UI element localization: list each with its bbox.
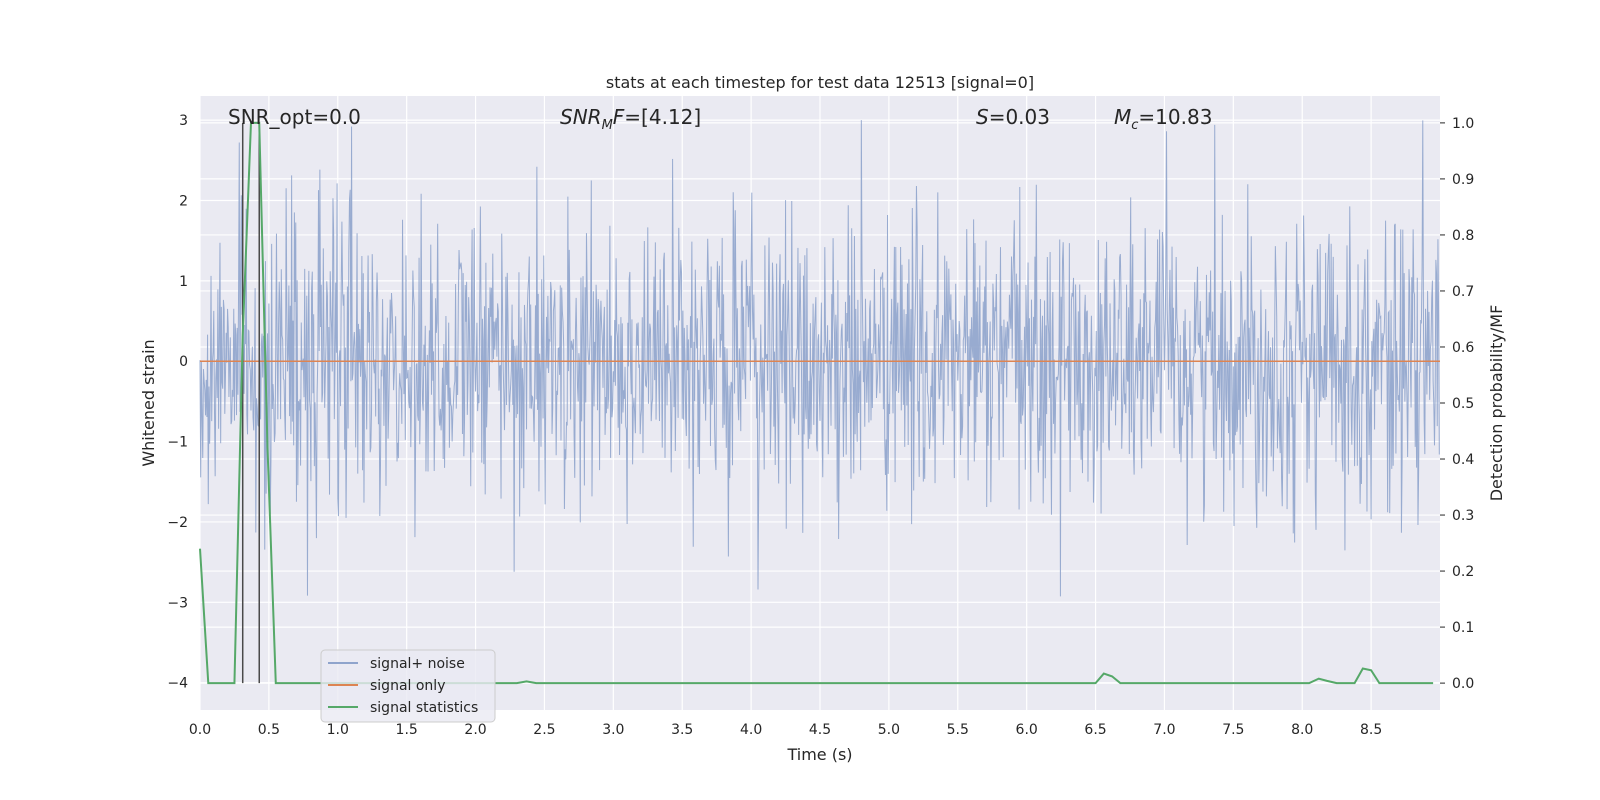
x-axis-ticks: 0.0 0.5 1.0 1.5 2.0 2.5 3.0 3.5 4.0 4.5 5.0 5.5 6.0 6… [189, 722, 1382, 738]
x-tick-label: 5.5 [947, 722, 969, 738]
signal-statistics-line [199, 121, 1434, 685]
legend: signal+ noise signal only signal statist… [320, 649, 496, 723]
signal-plus-noise-series [199, 120, 1440, 597]
left-y-tick-label: −4 [167, 676, 188, 692]
x-tick-label: 7.5 [1222, 722, 1244, 738]
x-tick-label: 5.0 [878, 722, 900, 738]
signal-plus-noise-line [199, 120, 1440, 597]
legend-label-noise: signal+ noise [370, 656, 465, 672]
x-tick-label: 7.0 [1153, 722, 1175, 738]
x-tick-label: 2.5 [533, 722, 555, 738]
x-tick-label: 1.0 [327, 722, 349, 738]
x-tick-label: 0.5 [258, 722, 280, 738]
signal-statistics-series [199, 121, 1434, 685]
right-y-tick-label: 0.7 [1452, 284, 1474, 300]
x-tick-label: 4.5 [809, 722, 831, 738]
chart-title: stats at each timestep for test data 125… [606, 73, 1034, 92]
right-y-axis-label: Detection probability/MF [1487, 305, 1506, 502]
right-y-tick-label: 0.9 [1452, 172, 1474, 188]
right-y-tick-label: 0.0 [1452, 676, 1474, 692]
legend-box [320, 649, 496, 723]
left-y-tick-label: 0 [179, 354, 188, 370]
annotation-snr-mf: SNRMF=[4.12] [560, 105, 701, 133]
right-y-tick-label: 0.8 [1452, 228, 1474, 244]
left-y-tick-label: 1 [179, 274, 188, 290]
left-y-tick-label: 3 [179, 113, 188, 129]
right-y-tick-label: 0.3 [1452, 508, 1474, 524]
x-tick-label: 1.5 [396, 722, 418, 738]
right-y-axis-ticks: 1.0 0.9 0.8 0.7 0.6 0.5 0.4 0.3 0.2 0.1 0.0 [1440, 116, 1474, 692]
annotation-s: S=0.03 [976, 105, 1050, 129]
left-y-tick-label: −2 [167, 515, 188, 531]
vertical-markers [241, 122, 260, 684]
x-tick-label: 2.0 [464, 722, 486, 738]
x-tick-label: 8.0 [1291, 722, 1313, 738]
legend-label-signal: signal only [370, 678, 445, 694]
annotation-mc: Mc=10.83 [1114, 105, 1212, 133]
left-y-tick-label: −3 [167, 595, 188, 611]
x-tick-label: 6.5 [1084, 722, 1106, 738]
x-tick-label: 0.0 [189, 722, 211, 738]
left-y-axis-label: Whitened strain [139, 339, 158, 466]
right-y-tick-label: 1.0 [1452, 116, 1474, 132]
left-y-axis-ticks: 3 2 1 0 −1 −2 −3 −4 [167, 113, 188, 692]
x-axis-label: Time (s) [786, 745, 852, 764]
right-y-tick-label: 0.6 [1452, 340, 1474, 356]
x-tick-label: 4.0 [740, 722, 762, 738]
annotation-snr-mf-value: =[4.12] [624, 105, 701, 129]
annotation-snr-opt: SNR_opt=0.0 [228, 105, 361, 129]
right-y-tick-label: 0.4 [1452, 452, 1474, 468]
left-y-tick-label: −1 [167, 435, 188, 451]
right-y-tick-label: 0.5 [1452, 396, 1474, 412]
x-tick-label: 8.5 [1360, 722, 1382, 738]
left-y-tick-label: 2 [179, 193, 188, 209]
annotation-s-value: =0.03 [989, 105, 1050, 129]
annotation-mc-value: =10.83 [1138, 105, 1212, 129]
x-tick-label: 6.0 [1016, 722, 1038, 738]
x-tick-label: 3.0 [602, 722, 624, 738]
legend-label-stats: signal statistics [370, 700, 478, 716]
x-tick-label: 3.5 [671, 722, 693, 738]
right-y-tick-label: 0.1 [1452, 620, 1474, 636]
right-y-tick-label: 0.2 [1452, 564, 1474, 580]
